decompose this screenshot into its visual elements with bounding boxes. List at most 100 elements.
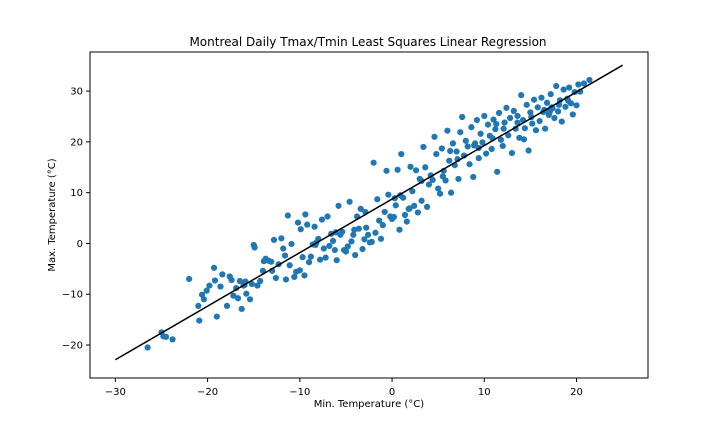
data-point	[412, 167, 420, 174]
data-point	[525, 147, 532, 154]
data-point	[558, 118, 565, 125]
x-tick-label: −10	[289, 387, 310, 398]
data-point	[411, 202, 418, 209]
data-point	[490, 116, 497, 123]
data-point	[560, 86, 567, 93]
data-point	[236, 277, 243, 285]
data-point	[403, 218, 410, 225]
data-point	[361, 236, 368, 243]
data-point	[414, 209, 421, 216]
data-point	[508, 149, 516, 157]
data-point	[534, 104, 541, 111]
data-point	[223, 302, 231, 309]
data-point	[499, 142, 506, 150]
data-point	[424, 203, 431, 210]
data-point	[447, 189, 455, 196]
data-point	[390, 213, 397, 221]
data-point	[518, 92, 525, 99]
data-point	[406, 205, 413, 212]
data-point	[311, 223, 318, 230]
x-tick-label: 20	[570, 387, 583, 398]
data-point	[296, 267, 303, 274]
y-tick-label: 30	[70, 87, 83, 98]
data-point	[206, 282, 213, 289]
data-point	[162, 333, 170, 340]
data-point	[562, 103, 569, 110]
data-point	[435, 185, 442, 192]
points-layer	[144, 76, 593, 351]
x-tick-label: −30	[105, 387, 126, 398]
data-point	[507, 114, 514, 122]
data-point	[398, 150, 405, 158]
data-point	[359, 245, 366, 253]
data-point	[251, 244, 258, 251]
data-point	[521, 125, 528, 132]
data-point	[301, 272, 308, 279]
data-point	[282, 276, 290, 283]
data-point	[446, 157, 453, 164]
data-point	[376, 217, 383, 224]
data-point	[418, 197, 425, 204]
data-point	[530, 96, 538, 103]
data-point	[305, 259, 313, 266]
x-tick-label: −20	[197, 387, 218, 398]
y-tick-label: −10	[62, 290, 83, 301]
data-point	[291, 273, 298, 281]
data-point	[339, 228, 346, 235]
data-point	[420, 143, 427, 151]
data-point	[385, 191, 392, 198]
regression-line	[114, 64, 624, 361]
data-point	[479, 139, 486, 146]
data-point	[243, 290, 250, 297]
data-point	[569, 111, 576, 118]
data-point	[447, 147, 454, 155]
data-point	[431, 133, 438, 140]
data-point	[260, 258, 267, 265]
chart-title: Montreal Daily Tmax/Tmin Least Squares L…	[189, 35, 546, 49]
data-point	[401, 211, 409, 219]
data-point	[351, 226, 358, 233]
data-point	[547, 91, 554, 98]
data-point	[294, 219, 302, 226]
data-point	[278, 235, 285, 242]
data-point	[495, 109, 503, 117]
data-point	[468, 124, 475, 131]
data-point	[288, 240, 295, 248]
data-point	[284, 212, 291, 219]
data-point	[254, 282, 261, 289]
data-point	[543, 99, 551, 106]
data-point	[501, 119, 508, 126]
data-point	[586, 76, 593, 84]
data-point	[344, 243, 351, 250]
data-point	[355, 225, 362, 232]
data-point	[324, 213, 331, 220]
data-point	[383, 167, 390, 174]
data-point	[364, 231, 372, 238]
data-point	[268, 258, 275, 265]
data-point	[198, 291, 206, 298]
data-point	[514, 119, 521, 126]
data-point	[348, 238, 355, 245]
data-point	[462, 137, 469, 144]
data-point	[377, 235, 385, 242]
data-point	[299, 254, 306, 261]
data-point	[422, 164, 429, 171]
data-point	[459, 113, 466, 121]
data-point	[248, 280, 255, 288]
data-point	[497, 136, 504, 143]
data-point	[464, 143, 471, 150]
data-point	[144, 344, 151, 351]
data-point	[433, 150, 440, 158]
data-point	[213, 313, 220, 320]
data-point	[429, 176, 436, 184]
data-point	[322, 254, 329, 261]
data-point	[281, 252, 289, 259]
data-point	[379, 222, 386, 229]
data-point	[503, 104, 510, 111]
data-point	[195, 302, 202, 309]
data-point	[186, 275, 193, 283]
data-point	[438, 145, 445, 152]
data-point	[392, 202, 399, 209]
data-point	[523, 101, 530, 108]
